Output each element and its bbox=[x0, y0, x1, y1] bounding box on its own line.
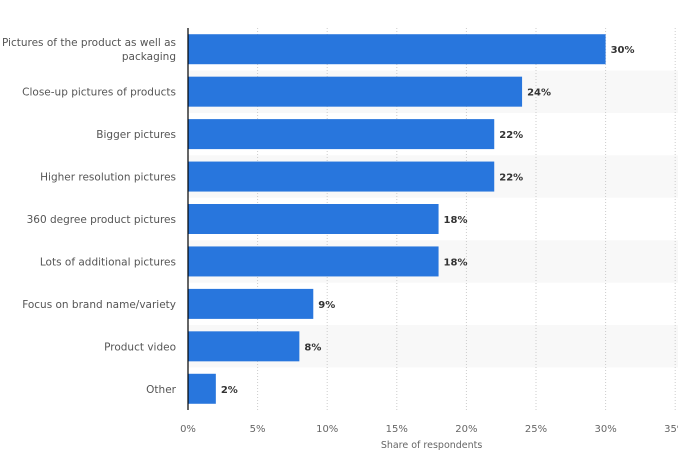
bar bbox=[188, 331, 300, 362]
x-tick-label: 35% bbox=[664, 424, 678, 435]
bar bbox=[188, 119, 495, 150]
data-label: 30% bbox=[611, 45, 635, 56]
category-label: Close-up pictures of products bbox=[22, 87, 176, 99]
data-label: 18% bbox=[444, 257, 468, 268]
category-label: packaging bbox=[122, 51, 176, 63]
data-label: 8% bbox=[304, 342, 321, 353]
bar bbox=[188, 76, 523, 107]
category-label: Focus on brand name/variety bbox=[22, 299, 176, 311]
x-tick-label: 0% bbox=[180, 424, 196, 435]
x-tick-label: 5% bbox=[250, 424, 266, 435]
x-tick-label: 30% bbox=[594, 424, 616, 435]
data-label: 2% bbox=[221, 385, 238, 396]
category-label: Bigger pictures bbox=[96, 129, 176, 141]
bar bbox=[188, 161, 495, 192]
bar bbox=[188, 246, 439, 277]
category-label: Pictures of the product as well as bbox=[2, 37, 176, 49]
x-axis-title: Share of respondents bbox=[381, 440, 483, 451]
x-tick-label: 10% bbox=[316, 424, 338, 435]
bar bbox=[188, 373, 216, 404]
category-label: 360 degree product pictures bbox=[27, 214, 176, 226]
data-label: 24% bbox=[527, 88, 551, 99]
data-label: 18% bbox=[444, 215, 468, 226]
x-tick-label: 25% bbox=[525, 424, 547, 435]
bar bbox=[188, 288, 314, 319]
category-label: Other bbox=[146, 384, 176, 396]
bar bbox=[188, 204, 439, 234]
data-label: 22% bbox=[499, 130, 523, 141]
category-label: Higher resolution pictures bbox=[40, 172, 176, 184]
x-tick-label: 20% bbox=[455, 424, 477, 435]
x-tick-label: 15% bbox=[386, 424, 408, 435]
category-label: Lots of additional pictures bbox=[40, 256, 176, 268]
data-label: 9% bbox=[318, 300, 335, 311]
data-label: 22% bbox=[499, 173, 523, 184]
bar bbox=[188, 34, 606, 65]
category-label: Product video bbox=[104, 341, 176, 353]
